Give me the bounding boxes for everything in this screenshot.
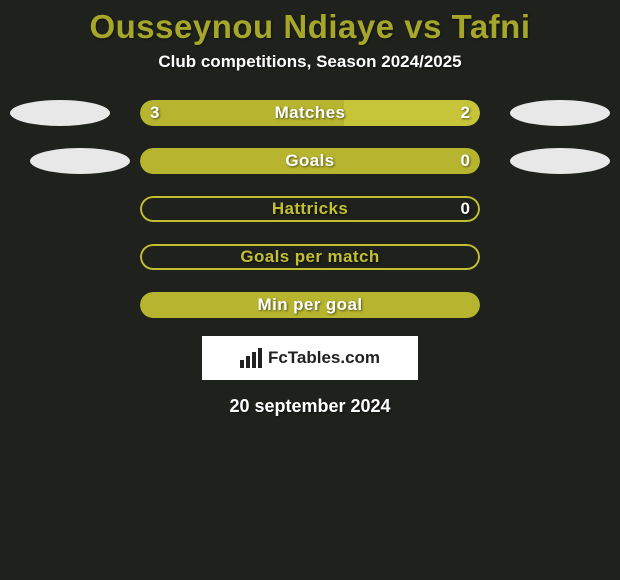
player-right-marker bbox=[510, 148, 610, 174]
stat-row: Goals per match bbox=[0, 244, 620, 270]
stat-row: 0Hattricks bbox=[0, 196, 620, 222]
stat-row: 0Goals bbox=[0, 148, 620, 174]
player-left-marker bbox=[10, 100, 110, 126]
stat-bar: 0Hattricks bbox=[140, 196, 480, 222]
stat-bar: 0Goals bbox=[140, 148, 480, 174]
stat-label: Goals per match bbox=[140, 244, 480, 270]
date-line: 20 september 2024 bbox=[0, 396, 620, 417]
stats-block: 32Matches 0Goals 0Hattricks Goals per match… bbox=[0, 100, 620, 318]
stat-row: 32Matches bbox=[0, 100, 620, 126]
stat-bar: 32Matches bbox=[140, 100, 480, 126]
brand-text: FcTables.com bbox=[268, 348, 380, 368]
stat-bar: Goals per match bbox=[140, 244, 480, 270]
player-left-marker bbox=[30, 148, 130, 174]
stat-label: Hattricks bbox=[140, 196, 480, 222]
stat-label: Goals bbox=[140, 148, 480, 174]
chart-icon bbox=[240, 348, 262, 368]
stat-row: Min per goal bbox=[0, 292, 620, 318]
stat-bar: Min per goal bbox=[140, 292, 480, 318]
stat-label: Min per goal bbox=[140, 292, 480, 318]
page-subtitle: Club competitions, Season 2024/2025 bbox=[0, 52, 620, 72]
brand-box: FcTables.com bbox=[202, 336, 418, 380]
player-right-marker bbox=[510, 100, 610, 126]
page-title: Ousseynou Ndiaye vs Tafni bbox=[0, 0, 620, 46]
stat-label: Matches bbox=[140, 100, 480, 126]
